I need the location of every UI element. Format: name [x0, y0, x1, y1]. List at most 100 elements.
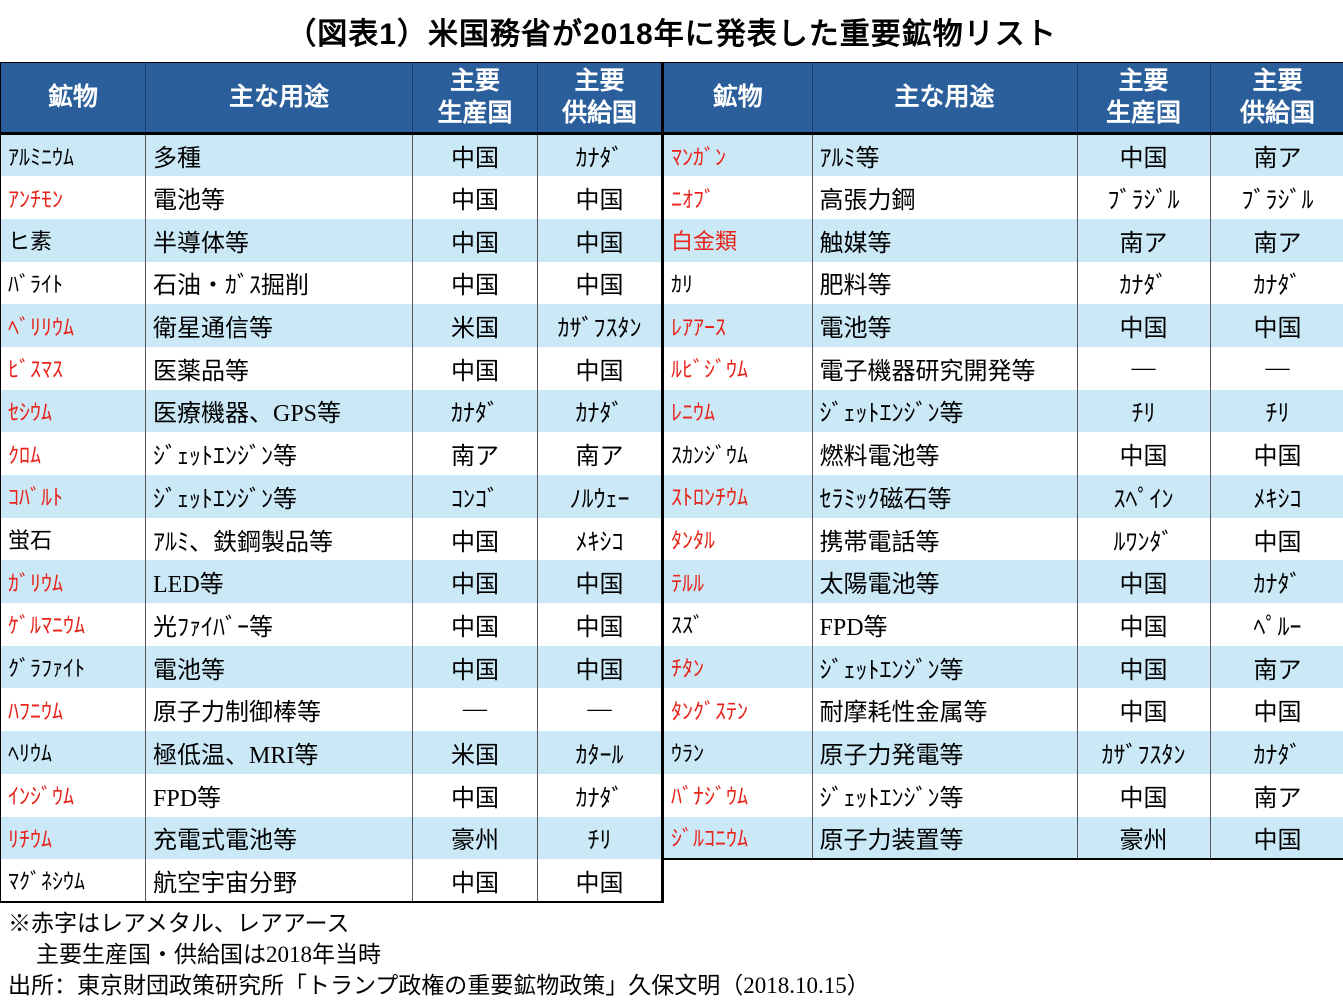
- use-cell: FPD等: [145, 773, 413, 817]
- mineral-cell: ｳﾗﾝ: [664, 731, 813, 774]
- producer-cell: 中国: [412, 603, 538, 646]
- mineral-cell: ｽｶﾝｼﾞｳﾑ: [664, 432, 813, 475]
- producer-cell: 中国: [412, 261, 538, 305]
- mineral-cell: ﾊﾞﾗｲﾄ: [0, 261, 146, 305]
- supplier-cell: 中国: [537, 218, 663, 262]
- table-body-right: ﾏﾝｶﾞﾝ ｱﾙﾐ等 中国 南ア ﾆｵﾌﾞ 高張力鋼 ﾌﾞﾗｼﾞﾙ ﾌﾞﾗｼﾞﾙ 白金類 触媒等南…: [664, 133, 1343, 860]
- producer-cell: ﾁﾘ: [1077, 389, 1211, 433]
- note-red-legend: ※赤字はレアメタル、レアアース: [8, 910, 350, 936]
- table-row: ｶﾘ 肥料等 ｶﾅﾀﾞ ｶﾅﾀﾞ: [664, 261, 1343, 305]
- use-cell: 高張力鋼: [812, 176, 1078, 219]
- table-row: ｺﾊﾞﾙﾄ ｼﾞｪｯﾄｴﾝｼﾞﾝ等 ｺﾝｺﾞ ﾉﾙｳｪｰ: [0, 475, 663, 518]
- use-cell: 衛星通信等: [145, 304, 413, 347]
- mineral-cell: ｹﾞﾙﾏﾆｳﾑ: [0, 603, 146, 646]
- supplier-cell: 南ア: [1210, 645, 1343, 689]
- use-cell: 太陽電池等: [812, 560, 1078, 604]
- supplier-cell: ｶﾅﾀﾞ: [1210, 731, 1343, 774]
- producer-cell: 中国: [1077, 560, 1211, 604]
- producer-cell: ﾙﾜﾝﾀﾞ: [1077, 517, 1211, 561]
- supplier-cell: 中国: [1210, 816, 1343, 860]
- col-header-producer: 主要 生産国: [412, 62, 538, 135]
- supplier-cell: ｶﾅﾀﾞ: [537, 389, 663, 433]
- table-body-left: ｱﾙﾐﾆｳﾑ 多種 中国 ｶﾅﾀﾞ ｱﾝﾁﾓﾝ 電池等 中国 中国 ヒ素 半導体等 中国 中国 ﾊﾞﾗｲ…: [0, 133, 663, 902]
- producer-cell: 中国: [1077, 645, 1211, 689]
- producer-cell: 豪州: [412, 816, 538, 860]
- supplier-cell: 中国: [1253, 444, 1302, 471]
- supplier-cell: ﾉﾙｳｪｰ: [537, 475, 663, 518]
- table-header-left: 鉱物 主な用途 主要 生産国 主要 供給国: [0, 62, 663, 135]
- col-header-use: 主な用途: [145, 62, 413, 135]
- producer-cell: 南ア: [1077, 218, 1211, 262]
- use-cell: 触媒等: [812, 218, 1078, 262]
- mineral-cell: ｽｽﾞ: [664, 603, 813, 646]
- mineral-cell: ヒ素: [0, 218, 146, 262]
- table-row: ｾｼｳﾑ 医療機器、GPS等 ｶﾅﾀﾞ ｶﾅﾀﾞ: [0, 389, 663, 433]
- supplier-cell: 中国: [575, 188, 624, 215]
- supplier-cell: 中国: [575, 614, 624, 641]
- producer-cell: ｶｻﾞﾌｽﾀﾝ: [1077, 731, 1211, 774]
- producer-cell: 中国: [1077, 133, 1211, 177]
- col-header-supplier: 主要 供給国: [537, 62, 663, 135]
- title-bar: （図表1）米国務省が2018年に発表した重要鉱物リスト: [0, 0, 1343, 62]
- use-cell: 耐摩耗性金属等: [812, 688, 1078, 732]
- supplier-cell: ﾒｷｼｺ: [1210, 475, 1343, 518]
- mineral-cell: ﾀﾝﾀﾙ: [664, 517, 813, 561]
- table-row: ヒ素 半導体等 中国 中国: [0, 218, 663, 262]
- producer-cell: ｽﾍﾟｲﾝ: [1077, 475, 1211, 518]
- col-header-producer: 主要 生産国: [1077, 62, 1211, 135]
- supplier-cell: 中国: [537, 645, 663, 689]
- table-row: ﾀﾝｸﾞｽﾃﾝ 耐摩耗性金属等 中国 中国: [664, 688, 1343, 732]
- minerals-table: 鉱物 主な用途 主要 生産国 主要 供給国 ｱﾙﾐﾆｳﾑ 多種 中国 ｶﾅﾀﾞ ｱﾝﾁﾓ…: [0, 62, 1343, 903]
- supplier-cell: ｶﾅﾀﾞ: [1253, 273, 1302, 300]
- use-cell: 電池等: [145, 176, 413, 219]
- table-header-right: 鉱物 主な用途 主要 生産国 主要 供給国: [664, 62, 1343, 135]
- table-left-half: 鉱物 主な用途 主要 生産国 主要 供給国 ｱﾙﾐﾆｳﾑ 多種 中国 ｶﾅﾀﾞ ｱﾝﾁﾓ…: [0, 62, 664, 903]
- table-row: ｲﾝｼﾞｳﾑ FPD等 中国 ｶﾅﾀﾞ: [0, 773, 663, 817]
- table-row: ﾍﾘｳﾑ 極低温、MRI等 米国 ｶﾀｰﾙ: [0, 731, 663, 774]
- producer-cell: ﾌﾞﾗｼﾞﾙ: [1077, 176, 1211, 219]
- producer-cell: 中国: [412, 346, 538, 390]
- use-cell: ｼﾞｪｯﾄｴﾝｼﾞﾝ等: [145, 475, 413, 518]
- mineral-cell: ﾍﾞﾘﾘｳﾑ: [0, 304, 146, 347]
- table-row: ｹﾞﾙﾏﾆｳﾑ 光ﾌｧｲﾊﾞｰ等 中国 中国: [0, 603, 663, 646]
- use-cell: 肥料等: [812, 261, 1078, 305]
- use-cell: ｱﾙﾐ等: [812, 133, 1078, 177]
- table-row: ｶﾞﾘｳﾑ LED等 中国 中国: [0, 560, 663, 604]
- table-row: ｽﾄﾛﾝﾁｳﾑ ｾﾗﾐｯｸ磁石等 ｽﾍﾟｲﾝ ﾒｷｼｺ: [664, 475, 1343, 518]
- use-cell: ｼﾞｪｯﾄｴﾝｼﾞﾝ等: [812, 389, 1078, 433]
- table-row: ｱﾝﾁﾓﾝ 電池等 中国 中国: [0, 176, 663, 219]
- note-as-of-2018: 主要生産国・供給国は2018年当時: [36, 941, 381, 967]
- col-header-mineral: 鉱物: [664, 62, 813, 135]
- use-cell: 航空宇宙分野: [145, 859, 413, 902]
- table-row: ﾊﾌﾆｳﾑ 原子力制御棒等 ― ―: [0, 688, 663, 732]
- use-cell: 電池等: [145, 645, 413, 689]
- use-cell: 電池等: [812, 304, 1078, 347]
- supplier-cell: ｶﾅﾀﾞ: [575, 785, 624, 812]
- table-row: ﾆｵﾌﾞ 高張力鋼 ﾌﾞﾗｼﾞﾙ ﾌﾞﾗｼﾞﾙ: [664, 176, 1343, 219]
- mineral-cell: ﾏｸﾞﾈｼｳﾑ: [0, 859, 146, 902]
- note-source: 出所：東京財団政策研究所「トランプ政権の重要鉱物政策」久保文明（2018.10.…: [8, 972, 870, 998]
- use-cell: 石油・ｶﾞｽ掘削: [145, 261, 413, 305]
- supplier-cell: 中国: [575, 358, 624, 385]
- producer-cell: 中国: [412, 218, 538, 262]
- use-cell: ｼﾞｪｯﾄｴﾝｼﾞﾝ等: [812, 773, 1078, 817]
- supplier-cell: ｶﾅﾀﾞ: [537, 133, 663, 177]
- producer-cell: 南ア: [412, 432, 538, 475]
- use-cell: FPD等: [812, 603, 1078, 646]
- table-row: ﾍﾞﾘﾘｳﾑ 衛星通信等 米国 ｶｻﾞﾌｽﾀﾝ: [0, 304, 663, 347]
- use-cell: 医薬品等: [145, 346, 413, 390]
- table-row: ｱﾙﾐﾆｳﾑ 多種 中国 ｶﾅﾀﾞ: [0, 133, 663, 177]
- mineral-cell: ｸﾛﾑ: [0, 432, 146, 475]
- table-row: ｽｽﾞ FPD等 中国 ﾍﾟﾙｰ: [664, 603, 1343, 646]
- mineral-cell: ｶﾘ: [664, 261, 813, 305]
- use-cell: 極低温、MRI等: [145, 731, 413, 774]
- use-cell: 電子機器研究開発等: [812, 346, 1078, 390]
- supplier-cell: 南ア: [1253, 785, 1302, 812]
- producer-cell: ―: [412, 688, 538, 732]
- producer-cell: 豪州: [1077, 816, 1211, 860]
- use-cell: 光ﾌｧｲﾊﾞｰ等: [145, 603, 413, 646]
- use-cell: 充電式電池等: [145, 816, 413, 860]
- footnotes: ※赤字はレアメタル、レアアース 主要生産国・供給国は2018年当時 出所：東京財…: [0, 903, 1343, 1000]
- table-row: 蛍石 ｱﾙﾐ、鉄鋼製品等 中国 ﾒｷｼｺ: [0, 517, 663, 561]
